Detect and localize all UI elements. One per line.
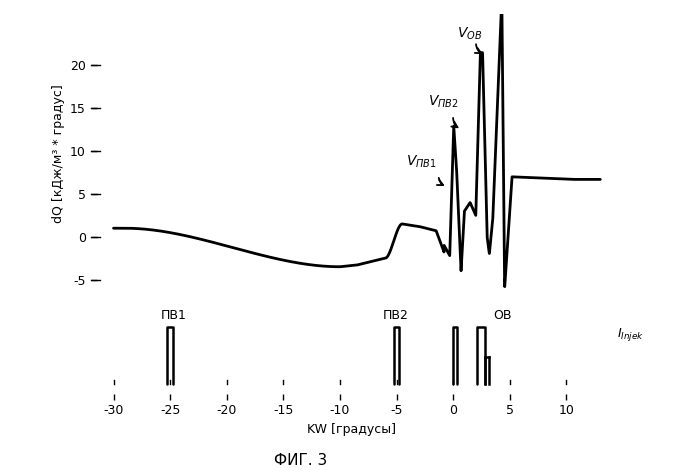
- Text: ФИГ. 3: ФИГ. 3: [274, 453, 327, 468]
- X-axis label: KW [градусы]: KW [градусы]: [307, 423, 396, 436]
- Text: $V_{ОВ}$: $V_{ОВ}$: [456, 26, 482, 42]
- Text: ПВ2: ПВ2: [383, 308, 409, 321]
- Text: $V_{ПВ1}$: $V_{ПВ1}$: [405, 154, 436, 170]
- Text: ПВ1: ПВ1: [161, 308, 187, 321]
- Y-axis label: dQ [кДж/м³ * градус]: dQ [кДж/м³ * градус]: [52, 84, 64, 223]
- Text: ОВ: ОВ: [493, 308, 511, 321]
- Text: $I_{Injek}$: $I_{Injek}$: [617, 326, 644, 343]
- Text: $V_{ПВ2}$: $V_{ПВ2}$: [428, 94, 459, 110]
